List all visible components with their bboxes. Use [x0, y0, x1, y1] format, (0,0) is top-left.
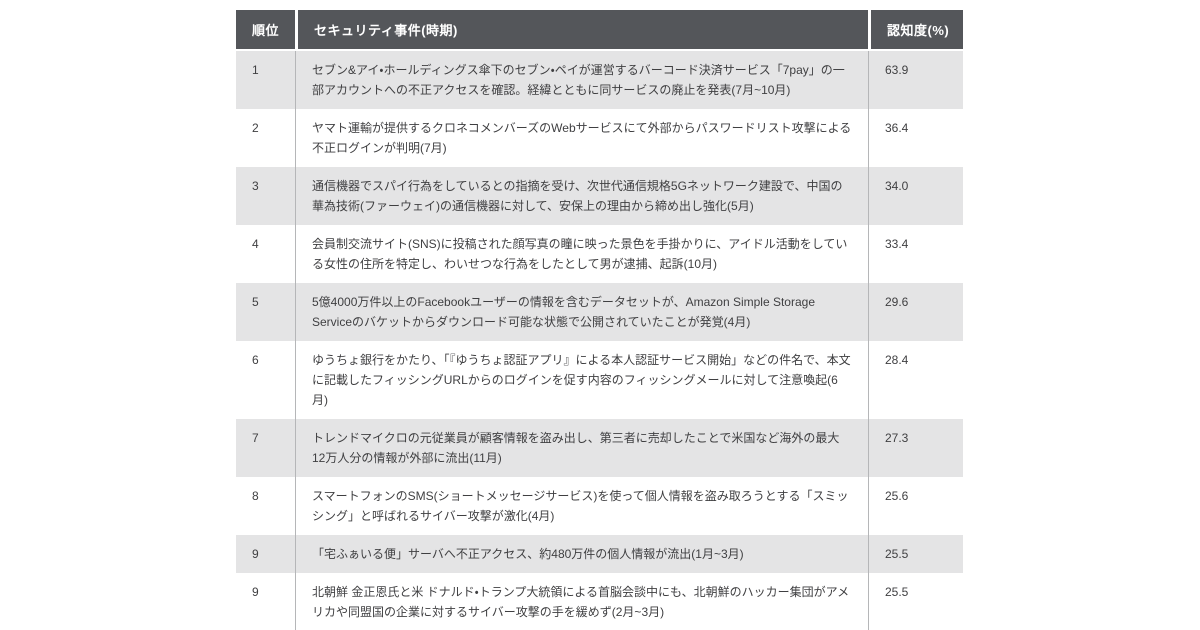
header-incident: セキュリティ事件(時期) [295, 10, 868, 51]
incident-cell: スマートフォンのSMS(ショートメッセージサービス)を使って個人情報を盗み取ろう… [295, 477, 868, 535]
table-row-7: 7 トレンドマイクロの元従業員が顧客情報を盗み出し、第三者に売却したことで米国な… [236, 419, 963, 477]
rank-cell: 8 [236, 477, 295, 535]
rank-cell: 4 [236, 225, 295, 283]
table-row-10: 9 北朝鮮 金正恩氏と米 ドナルド・トランプ大統領による首脳会談中にも、北朝鮮の… [236, 573, 963, 630]
table-header: 順位 セキュリティ事件(時期) 認知度(%) [236, 10, 963, 51]
incident-cell: 通信機器でスパイ行為をしているとの指摘を受け、次世代通信規格5Gネットワーク建設… [295, 167, 868, 225]
incident-cell: セブン&アイ・ホールディングス傘下のセブン・ペイが運営するバーコード決済サービス… [295, 51, 868, 109]
awareness-cell: 25.6 [868, 477, 963, 535]
header-rank: 順位 [236, 10, 295, 51]
awareness-cell: 28.4 [868, 341, 963, 419]
rank-cell: 6 [236, 341, 295, 419]
awareness-cell: 33.4 [868, 225, 963, 283]
awareness-cell: 25.5 [868, 573, 963, 630]
table-row-4: 4 会員制交流サイト(SNS)に投稿された顔写真の瞳に映った景色を手掛かりに、ア… [236, 225, 963, 283]
table-row-2: 2 ヤマト運輸が提供するクロネコメンバーズのWebサービスにて外部からパスワード… [236, 109, 963, 167]
incident-cell: 北朝鮮 金正恩氏と米 ドナルド・トランプ大統領による首脳会談中にも、北朝鮮のハッ… [295, 573, 868, 630]
incident-cell: 「宅ふぁいる便」サーバへ不正アクセス、約480万件の個人情報が流出(1月~3月) [295, 535, 868, 573]
incident-cell: ヤマト運輸が提供するクロネコメンバーズのWebサービスにて外部からパスワードリス… [295, 109, 868, 167]
incident-cell: トレンドマイクロの元従業員が顧客情報を盗み出し、第三者に売却したことで米国など海… [295, 419, 868, 477]
table-row-8: 8 スマートフォンのSMS(ショートメッセージサービス)を使って個人情報を盗み取… [236, 477, 963, 535]
header-row: 順位 セキュリティ事件(時期) 認知度(%) [236, 10, 963, 51]
rank-cell: 3 [236, 167, 295, 225]
security-incident-table-container: 順位 セキュリティ事件(時期) 認知度(%) 1 セブン&アイ・ホールディングス… [236, 10, 963, 630]
rank-cell: 9 [236, 535, 295, 573]
security-incident-ranking-table: 順位 セキュリティ事件(時期) 認知度(%) 1 セブン&アイ・ホールディングス… [236, 10, 963, 630]
table-row-6: 6 ゆうちょ銀行をかたり、「『ゆうちょ認証アプリ』による本人認証サービス開始」な… [236, 341, 963, 419]
table-row-5: 5 5億4000万件以上のFacebookユーザーの情報を含むデータセットが、A… [236, 283, 963, 341]
awareness-cell: 29.6 [868, 283, 963, 341]
rank-cell: 7 [236, 419, 295, 477]
header-awareness: 認知度(%) [868, 10, 963, 51]
rank-cell: 9 [236, 573, 295, 630]
rank-cell: 2 [236, 109, 295, 167]
rank-cell: 5 [236, 283, 295, 341]
awareness-cell: 63.9 [868, 51, 963, 109]
incident-cell: ゆうちょ銀行をかたり、「『ゆうちょ認証アプリ』による本人認証サービス開始」などの… [295, 341, 868, 419]
awareness-cell: 34.0 [868, 167, 963, 225]
table-body: 1 セブン&アイ・ホールディングス傘下のセブン・ペイが運営するバーコード決済サー… [236, 51, 963, 630]
incident-cell: 会員制交流サイト(SNS)に投稿された顔写真の瞳に映った景色を手掛かりに、アイド… [295, 225, 868, 283]
table-row-9: 9 「宅ふぁいる便」サーバへ不正アクセス、約480万件の個人情報が流出(1月~3… [236, 535, 963, 573]
table-row-1: 1 セブン&アイ・ホールディングス傘下のセブン・ペイが運営するバーコード決済サー… [236, 51, 963, 109]
table-row-3: 3 通信機器でスパイ行為をしているとの指摘を受け、次世代通信規格5Gネットワーク… [236, 167, 963, 225]
awareness-cell: 25.5 [868, 535, 963, 573]
incident-cell: 5億4000万件以上のFacebookユーザーの情報を含むデータセットが、Ama… [295, 283, 868, 341]
awareness-cell: 36.4 [868, 109, 963, 167]
rank-cell: 1 [236, 51, 295, 109]
awareness-cell: 27.3 [868, 419, 963, 477]
